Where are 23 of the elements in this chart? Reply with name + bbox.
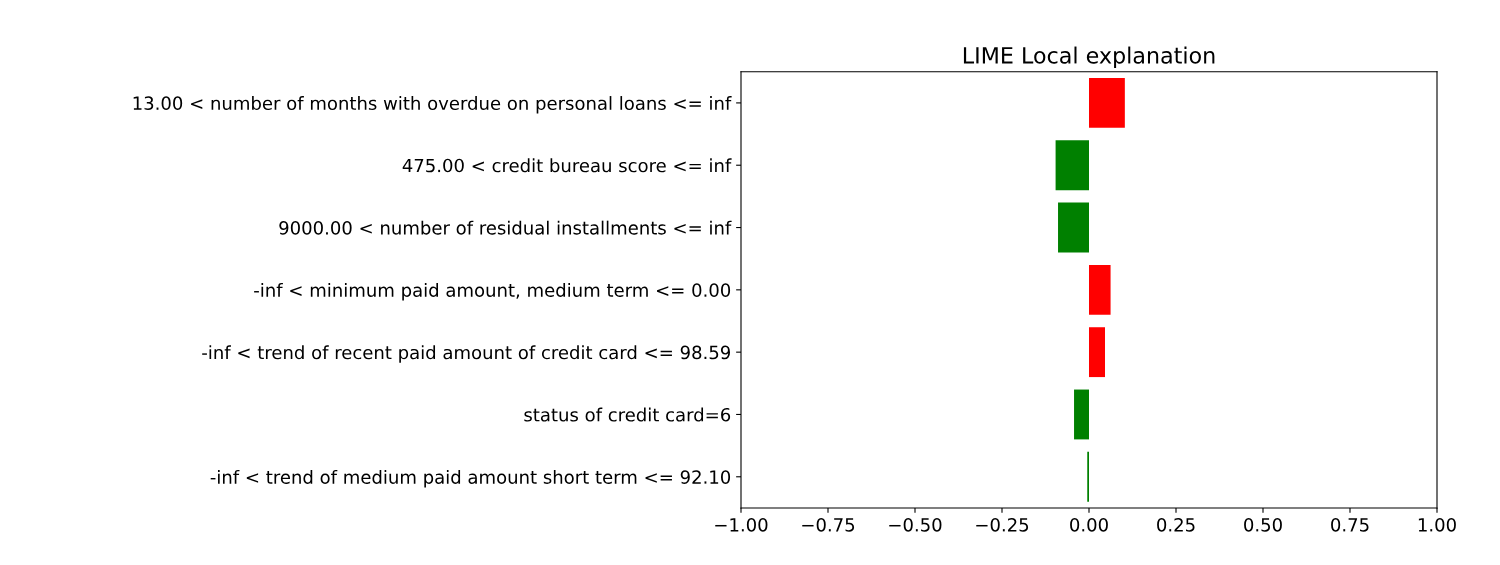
bar xyxy=(1058,202,1089,253)
bar xyxy=(1089,327,1106,378)
y-tick-label: 9000.00 < number of residual installments <= inf xyxy=(279,220,732,235)
y-tick-label: -inf < minimum paid amount, medium term <= 0.00 xyxy=(254,282,731,301)
y-tick-label: status of credit card=6 xyxy=(524,407,731,422)
x-tick-label: −0.25 xyxy=(976,517,1029,532)
x-tick-label: 0.75 xyxy=(1331,517,1369,532)
x-tick-label: 0.50 xyxy=(1244,517,1282,532)
bar xyxy=(1089,77,1125,128)
x-tick-label: 0.25 xyxy=(1157,517,1195,532)
y-tick-label: -inf < trend of medium paid amount short term <= 92.10 xyxy=(210,469,731,488)
y-tick-label: 475.00 < credit bureau score <= inf xyxy=(402,158,732,173)
x-tick-label: −1.00 xyxy=(715,517,768,532)
bar xyxy=(1074,389,1089,440)
x-tick-label: −0.75 xyxy=(802,517,855,532)
bar xyxy=(1089,264,1111,315)
y-tick-label: -inf < trend of recent paid amount of credit card <= 98.59 xyxy=(202,345,731,363)
x-tick-label: −0.50 xyxy=(889,517,942,532)
x-tick-label: 0.00 xyxy=(1070,517,1108,532)
y-tick-label: 13.00 < number of months with overdue on personal loans <= inf xyxy=(133,96,732,114)
chart-title: LIME Local explanation xyxy=(963,46,1215,69)
bar xyxy=(1055,140,1089,191)
x-tick-label: 1.00 xyxy=(1418,517,1456,532)
